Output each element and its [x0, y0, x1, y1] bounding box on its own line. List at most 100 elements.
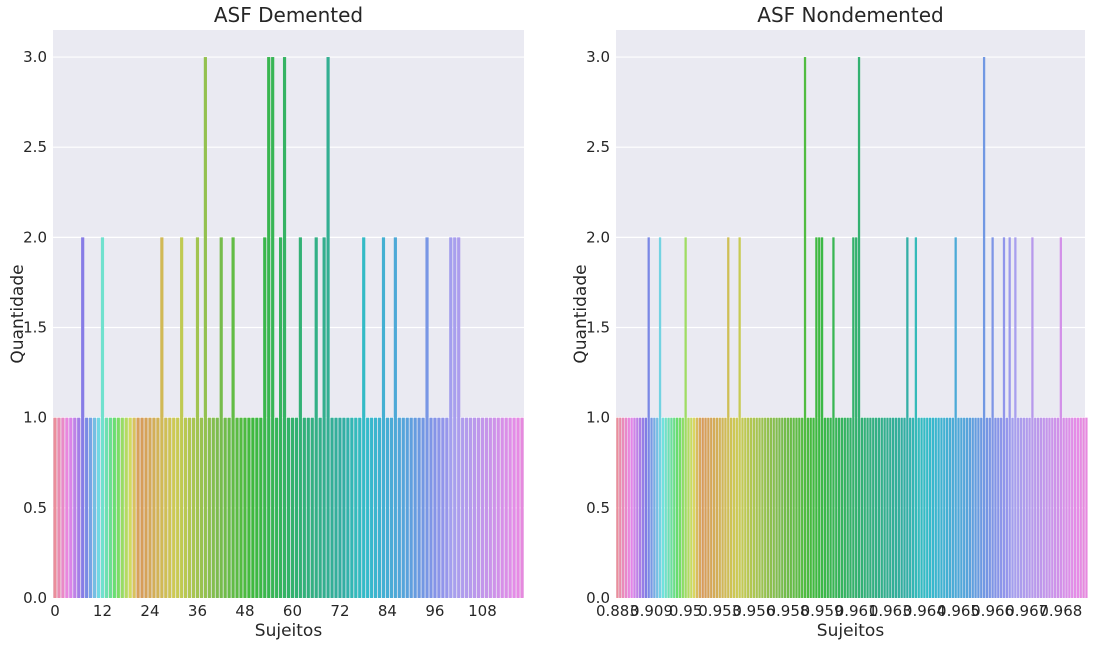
bar	[803, 57, 807, 599]
bar	[829, 417, 832, 598]
bar	[421, 417, 425, 598]
chart-asf-demented: ASF Demented 0.0 0.5 1.0 1.5 2.0 2.5 3.0 0 12 24 36…	[8, 3, 524, 641]
bar	[215, 417, 219, 598]
bar	[852, 237, 855, 598]
bar	[211, 417, 215, 598]
chart-title: ASF Demented	[214, 3, 363, 27]
bar	[1082, 417, 1085, 598]
bar	[971, 417, 974, 598]
bar	[326, 57, 330, 599]
bar	[994, 417, 997, 598]
bar	[766, 417, 770, 598]
bar	[818, 237, 821, 598]
bar	[334, 417, 338, 598]
bar	[991, 237, 994, 598]
bar	[681, 417, 684, 598]
bar	[1005, 417, 1008, 598]
bar	[207, 417, 211, 598]
y-tick-label: 1.5	[23, 319, 47, 337]
bar	[251, 417, 255, 598]
bar	[678, 417, 682, 598]
bar	[389, 417, 393, 598]
bar	[267, 57, 271, 599]
x-tick-label: 0.956	[732, 602, 775, 620]
bar	[77, 417, 81, 598]
y-tick-label: 1.0	[586, 409, 610, 427]
bar	[653, 417, 656, 598]
x-tick-label: 0.968	[1039, 602, 1082, 620]
bars	[616, 57, 1088, 599]
bar	[874, 417, 878, 598]
bar	[100, 237, 105, 598]
bar	[630, 417, 633, 598]
bar	[877, 417, 881, 598]
bar	[89, 417, 93, 598]
x-tick-label: 12	[93, 602, 112, 620]
bar	[457, 237, 461, 598]
bar	[695, 417, 699, 598]
bar	[1008, 237, 1011, 598]
bar	[500, 417, 504, 598]
bar	[516, 417, 520, 598]
bar	[350, 417, 354, 598]
bar	[894, 417, 898, 598]
bar	[724, 417, 727, 598]
y-tick-label: 3.0	[23, 48, 47, 66]
bar	[906, 237, 909, 598]
bar	[1076, 417, 1080, 598]
bar	[187, 417, 192, 598]
bar	[960, 417, 963, 598]
bar	[826, 417, 829, 598]
bar	[917, 417, 920, 598]
bar	[1054, 417, 1057, 598]
bar	[710, 417, 713, 598]
y-tick-label: 2.0	[586, 228, 610, 246]
y-tick-label: 0.0	[586, 589, 610, 607]
bar	[823, 417, 827, 598]
bar	[928, 417, 932, 598]
bar	[741, 417, 744, 598]
bar	[263, 237, 267, 598]
bar	[641, 417, 645, 598]
bar	[968, 417, 972, 598]
bar	[835, 417, 838, 598]
bar	[937, 417, 940, 598]
bar	[798, 417, 801, 598]
bar	[778, 417, 781, 598]
bar	[758, 417, 761, 598]
y-tick-label: 1.5	[586, 319, 610, 337]
bar	[116, 417, 120, 598]
bar	[661, 417, 665, 598]
bar	[943, 417, 946, 598]
x-tick-label: 72	[330, 602, 349, 620]
x-axis-label: Sujeitos	[817, 621, 885, 641]
bar	[1028, 417, 1031, 598]
bar	[843, 417, 846, 598]
bar	[405, 417, 409, 598]
bar	[619, 417, 622, 598]
bar	[377, 417, 382, 598]
x-tick-label: 0.963	[869, 602, 912, 620]
bar	[997, 417, 1000, 598]
bar	[701, 417, 704, 598]
bar	[397, 417, 401, 598]
bar	[735, 417, 738, 598]
bar	[1025, 417, 1028, 598]
bar	[795, 417, 798, 598]
bar	[195, 237, 200, 598]
bar	[1062, 417, 1065, 598]
bar	[980, 417, 983, 598]
bar	[951, 417, 954, 598]
bar	[891, 417, 895, 598]
bar	[124, 417, 128, 598]
bar	[1079, 417, 1082, 598]
bar	[712, 417, 716, 598]
bar	[769, 417, 773, 598]
y-tick-label: 2.0	[23, 228, 47, 246]
bar	[255, 417, 259, 598]
bar	[837, 417, 841, 598]
bar	[433, 417, 437, 598]
bar	[670, 417, 673, 598]
bar	[1036, 417, 1040, 598]
bar	[909, 417, 912, 598]
